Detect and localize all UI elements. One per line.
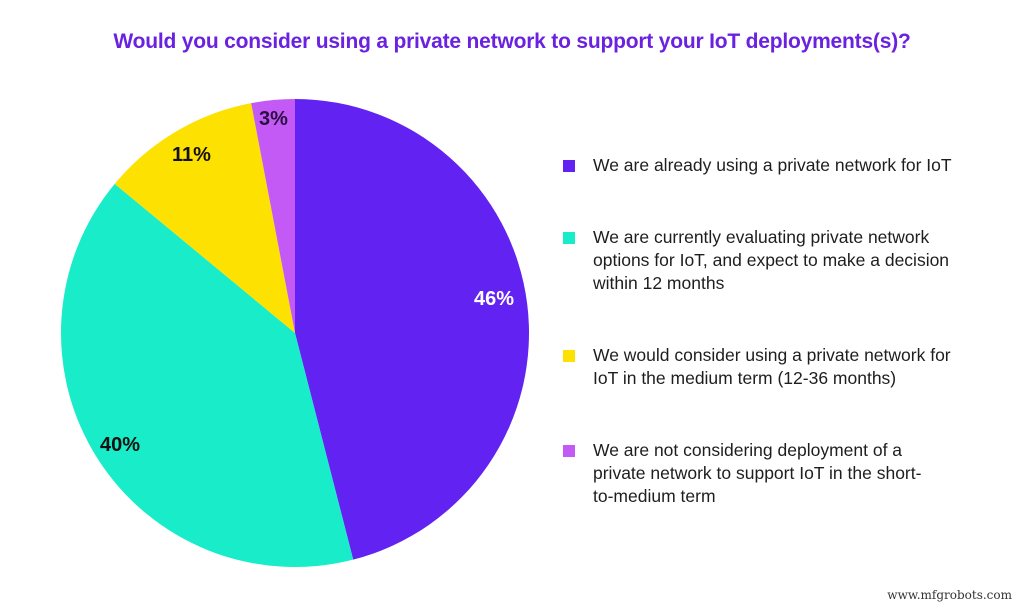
legend-swatch	[563, 445, 575, 457]
legend-swatch	[563, 160, 575, 172]
legend-item-not-considering: We are not considering deployment of a p…	[563, 439, 938, 508]
legend-label: We are already using a private network f…	[593, 155, 952, 175]
slice-label-already-using: 46%	[474, 288, 515, 310]
legend-swatch	[563, 232, 575, 244]
pie-slice-evaluating	[60, 183, 354, 567]
slice-label-medium-term: 11%	[172, 144, 211, 166]
legend-label: We would consider using a private networ…	[593, 345, 951, 388]
legend-label: We are not considering deployment of a p…	[593, 440, 922, 506]
pie-slice-not-considering	[251, 99, 295, 333]
legend-swatch	[563, 350, 575, 362]
chart-title: Would you consider using a private netwo…	[113, 30, 911, 53]
legend-item-evaluating: We are currently evaluating private netw…	[563, 226, 988, 295]
slice-label-evaluating: 40%	[100, 434, 141, 456]
watermark: www.mfgrobots.com	[887, 588, 1012, 602]
legend-item-medium-term: We would consider using a private networ…	[563, 344, 973, 390]
pie-slice-medium-term	[114, 103, 296, 334]
legend-item-already-using: We are already using a private network f…	[563, 154, 993, 177]
pie-slice-already-using	[295, 99, 530, 560]
slice-label-not-considering: 3%	[259, 108, 288, 130]
legend-label: We are currently evaluating private netw…	[593, 227, 950, 293]
